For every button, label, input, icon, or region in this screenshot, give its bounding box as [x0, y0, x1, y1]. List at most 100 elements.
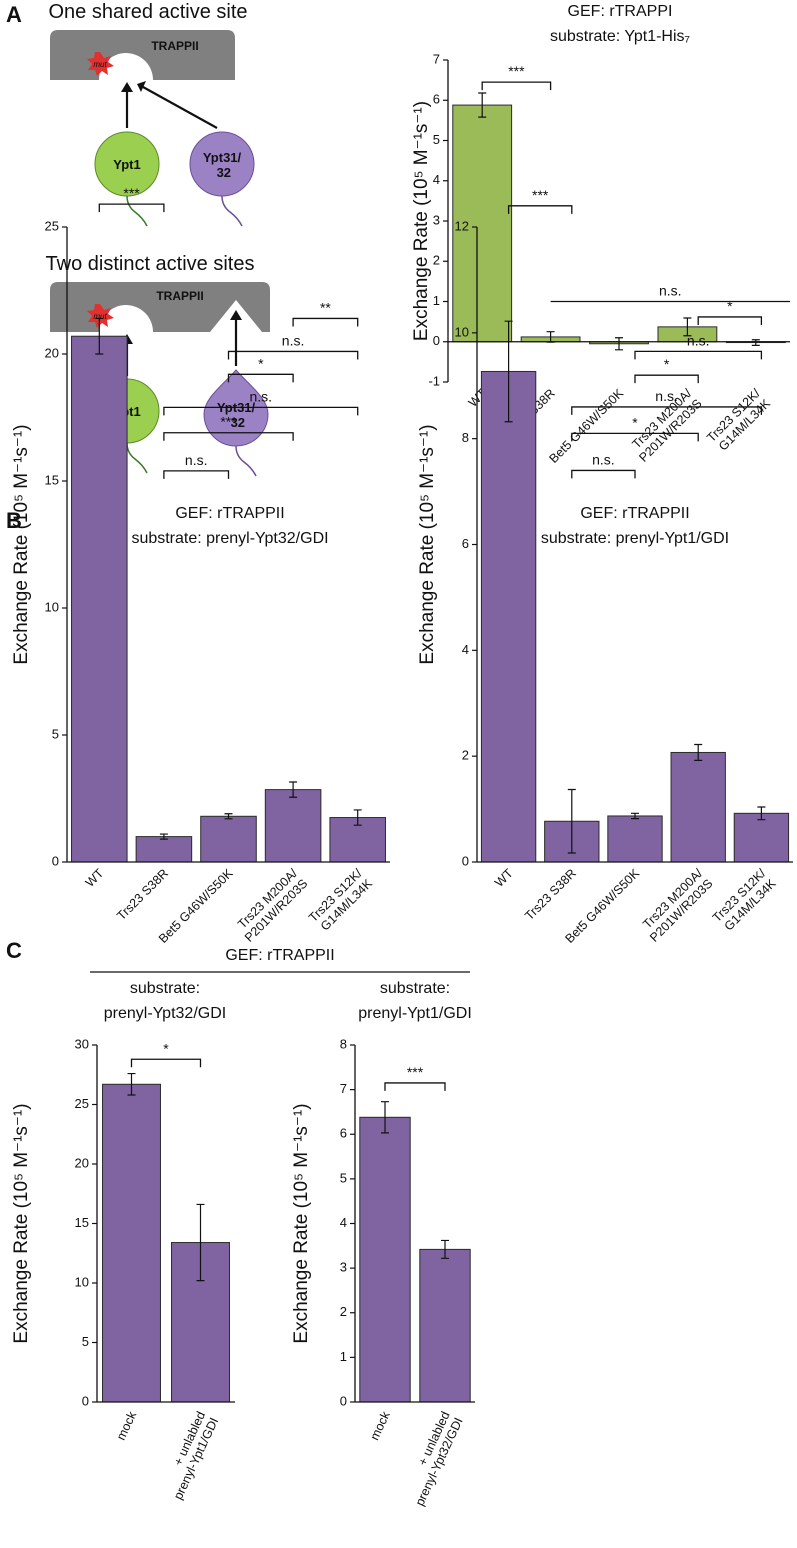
significance-label: ***: [508, 63, 525, 79]
x-tick-label: Trs23 S12K/ G14M/L34K: [703, 386, 773, 456]
bar: [135, 836, 193, 863]
panel-label: A: [6, 2, 22, 27]
significance-label: ***: [532, 187, 549, 203]
complex-shape: [50, 282, 270, 332]
significance-label: *: [727, 298, 733, 314]
y-tick-label: 12: [455, 218, 469, 233]
chart-title: GEF: rTRAPPII: [175, 505, 284, 522]
bar: [102, 1083, 161, 1403]
error-bar: [95, 317, 104, 355]
y-tick-label: 1: [433, 293, 440, 308]
y-axis-label: Exchange Rate (10⁵ M⁻¹s⁻¹): [411, 101, 432, 341]
y-tick-label: 4: [433, 172, 440, 187]
significance-bracket: [227, 350, 359, 360]
chart-subtitle: substrate: prenyl-Ypt1/GDI: [541, 530, 729, 547]
error-bar: [751, 339, 760, 346]
x-tick-label: Trs23 S12K/ G14M/L34K: [709, 866, 779, 936]
significance-label: ***: [407, 1064, 424, 1080]
y-tick-label: 3: [340, 1260, 347, 1275]
y-tick-label: 0: [433, 333, 440, 348]
y-tick-label: 8: [340, 1036, 347, 1051]
significance-bracket: [697, 316, 763, 325]
significance-label: n.s.: [250, 388, 273, 404]
error-bar: [196, 1203, 205, 1282]
tail: [235, 445, 257, 477]
error-bar: [567, 788, 576, 854]
chart-subtitle: substrate: prenyl-Ypt32/GDI: [131, 530, 328, 547]
ypt31-label: Ypt31/ 32: [203, 150, 242, 180]
chart-title: substrate:: [380, 980, 450, 997]
bar: [480, 370, 537, 863]
y-tick-label: 6: [433, 92, 440, 107]
x-tick-label: mock: [114, 1409, 140, 1443]
significance-bracket: [98, 203, 165, 213]
significance-label: *: [664, 356, 670, 372]
significance-bracket: [130, 1058, 202, 1068]
error-bar: [353, 809, 362, 826]
significance-bracket: [634, 350, 763, 360]
mutation-mark: [87, 304, 114, 328]
error-bar: [631, 812, 639, 820]
error-bar: [441, 1239, 449, 1259]
significance-bracket: [571, 432, 699, 442]
x-tick-label: + unlabled prenyl-Ypt1/GDI: [157, 1409, 222, 1505]
significance-label: n.s.: [592, 451, 615, 467]
y-tick-label: 4: [462, 642, 469, 657]
tail: [221, 195, 243, 227]
y-axis-label: Exchange Rate (10⁵ M⁻¹s⁻¹): [11, 424, 32, 664]
bar: [607, 815, 663, 863]
x-tick-label: Trs23 M200A/ P201W/R203S: [229, 866, 310, 947]
significance-label: n.s.: [185, 452, 208, 468]
panel-label: B: [6, 508, 22, 533]
ypt1-label: Ypt1: [113, 157, 140, 172]
chart-title: substrate:: [130, 980, 200, 997]
y-tick-label: 5: [433, 132, 440, 147]
significance-label: *: [632, 414, 638, 430]
error-bar: [381, 1101, 389, 1134]
x-tick-label: Trs23 S12K/ G14M/L34K: [305, 866, 375, 936]
significance-label: *: [163, 1040, 169, 1056]
error-bar: [683, 317, 692, 337]
y-tick-label: 15: [45, 472, 59, 487]
error-bar: [224, 813, 233, 820]
significance-bracket: [227, 373, 294, 383]
mutation-label: mut: [93, 60, 107, 69]
panel-header: GEF: rTRAPPII: [225, 947, 334, 964]
chart-title: GEF: rTRAPPI: [568, 3, 673, 20]
y-tick-label: 0: [462, 853, 469, 868]
bar: [452, 104, 513, 343]
y-tick-label: 2: [340, 1304, 347, 1319]
chart-subtitle: substrate: Ypt1-His₇: [550, 28, 690, 45]
significance-label: *: [258, 355, 264, 371]
y-tick-label: 10: [75, 1274, 89, 1289]
mutation-mark: [87, 52, 114, 76]
arrow-head: [230, 310, 242, 320]
error-bar: [159, 833, 168, 840]
significance-bracket: [481, 81, 552, 91]
y-tick-label: 20: [75, 1155, 89, 1170]
y-tick-label: -1: [428, 373, 440, 388]
complex-shape: [50, 30, 235, 80]
y-tick-label: 20: [45, 345, 59, 360]
chart-subtitle: prenyl-Ypt32/GDI: [104, 1005, 226, 1022]
error-bar: [289, 781, 298, 798]
y-tick-label: 25: [45, 218, 59, 233]
diagram-title: Two distinct active sites: [46, 253, 255, 275]
error-bar: [757, 806, 766, 821]
y-tick-label: 0: [340, 1393, 347, 1408]
error-bar: [478, 92, 487, 118]
bar: [200, 815, 257, 863]
significance-bracket: [571, 406, 763, 415]
y-tick-label: 2: [433, 253, 440, 268]
error-bar: [615, 337, 623, 351]
significance-bracket: [571, 469, 636, 479]
significance-label: ***: [123, 185, 140, 201]
y-tick-label: 0: [52, 853, 59, 868]
y-axis-label: Exchange Rate (10⁵ M⁻¹s⁻¹): [11, 1103, 32, 1343]
error-bar: [694, 743, 703, 761]
y-tick-label: 25: [75, 1096, 89, 1111]
panel-label: C: [6, 938, 22, 963]
error-bar: [504, 320, 513, 423]
